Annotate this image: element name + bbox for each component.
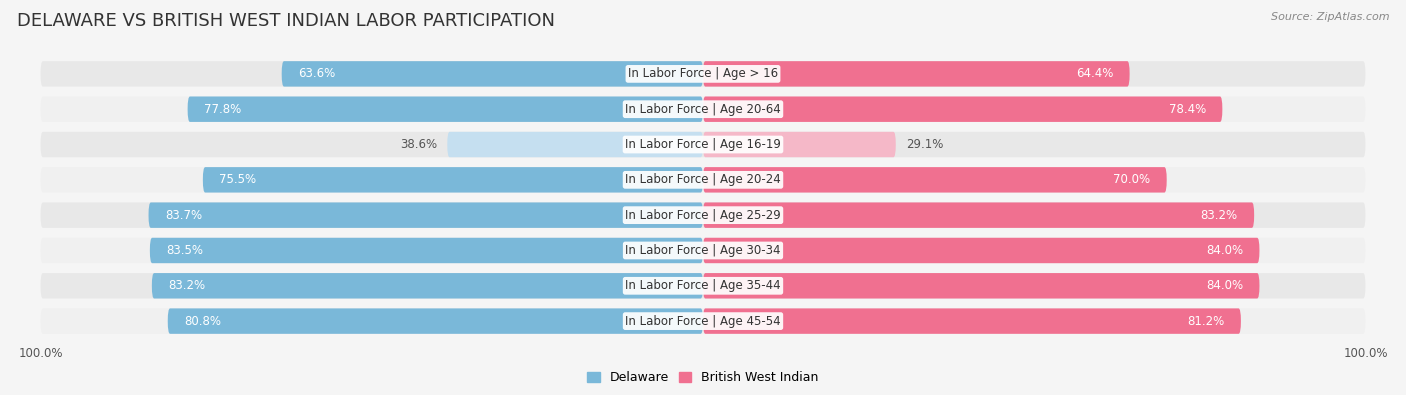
FancyBboxPatch shape bbox=[703, 273, 1260, 299]
FancyBboxPatch shape bbox=[150, 238, 703, 263]
FancyBboxPatch shape bbox=[41, 238, 1365, 263]
Text: 83.7%: 83.7% bbox=[165, 209, 202, 222]
FancyBboxPatch shape bbox=[703, 61, 1129, 87]
FancyBboxPatch shape bbox=[167, 308, 703, 334]
Text: 78.4%: 78.4% bbox=[1168, 103, 1206, 116]
Text: 83.5%: 83.5% bbox=[166, 244, 204, 257]
Text: In Labor Force | Age 20-24: In Labor Force | Age 20-24 bbox=[626, 173, 780, 186]
FancyBboxPatch shape bbox=[149, 203, 703, 228]
Text: 70.0%: 70.0% bbox=[1114, 173, 1150, 186]
FancyBboxPatch shape bbox=[447, 132, 703, 157]
FancyBboxPatch shape bbox=[41, 273, 1365, 299]
Text: In Labor Force | Age 25-29: In Labor Force | Age 25-29 bbox=[626, 209, 780, 222]
FancyBboxPatch shape bbox=[703, 167, 1167, 192]
Text: 75.5%: 75.5% bbox=[219, 173, 256, 186]
Text: 64.4%: 64.4% bbox=[1076, 68, 1114, 81]
Text: In Labor Force | Age > 16: In Labor Force | Age > 16 bbox=[628, 68, 778, 81]
FancyBboxPatch shape bbox=[703, 203, 1254, 228]
Text: In Labor Force | Age 35-44: In Labor Force | Age 35-44 bbox=[626, 279, 780, 292]
Text: 77.8%: 77.8% bbox=[204, 103, 242, 116]
Text: DELAWARE VS BRITISH WEST INDIAN LABOR PARTICIPATION: DELAWARE VS BRITISH WEST INDIAN LABOR PA… bbox=[17, 12, 555, 30]
Text: 29.1%: 29.1% bbox=[905, 138, 943, 151]
Text: 100.0%: 100.0% bbox=[1343, 346, 1388, 359]
FancyBboxPatch shape bbox=[41, 96, 1365, 122]
FancyBboxPatch shape bbox=[703, 96, 1222, 122]
FancyBboxPatch shape bbox=[187, 96, 703, 122]
Text: 38.6%: 38.6% bbox=[401, 138, 437, 151]
FancyBboxPatch shape bbox=[41, 203, 1365, 228]
FancyBboxPatch shape bbox=[703, 238, 1260, 263]
Text: In Labor Force | Age 30-34: In Labor Force | Age 30-34 bbox=[626, 244, 780, 257]
FancyBboxPatch shape bbox=[202, 167, 703, 192]
Text: In Labor Force | Age 20-64: In Labor Force | Age 20-64 bbox=[626, 103, 780, 116]
Text: In Labor Force | Age 45-54: In Labor Force | Age 45-54 bbox=[626, 314, 780, 327]
FancyBboxPatch shape bbox=[41, 308, 1365, 334]
Text: 81.2%: 81.2% bbox=[1187, 314, 1225, 327]
FancyBboxPatch shape bbox=[41, 132, 1365, 157]
Text: 100.0%: 100.0% bbox=[18, 346, 63, 359]
Text: In Labor Force | Age 16-19: In Labor Force | Age 16-19 bbox=[626, 138, 780, 151]
Text: 63.6%: 63.6% bbox=[298, 68, 336, 81]
Text: Source: ZipAtlas.com: Source: ZipAtlas.com bbox=[1271, 12, 1389, 22]
FancyBboxPatch shape bbox=[281, 61, 703, 87]
Text: 83.2%: 83.2% bbox=[169, 279, 205, 292]
FancyBboxPatch shape bbox=[41, 61, 1365, 87]
FancyBboxPatch shape bbox=[41, 167, 1365, 192]
FancyBboxPatch shape bbox=[703, 308, 1241, 334]
Text: 83.2%: 83.2% bbox=[1201, 209, 1237, 222]
Text: 84.0%: 84.0% bbox=[1206, 244, 1243, 257]
Legend: Delaware, British West Indian: Delaware, British West Indian bbox=[582, 367, 824, 389]
FancyBboxPatch shape bbox=[703, 132, 896, 157]
Text: 80.8%: 80.8% bbox=[184, 314, 221, 327]
Text: 84.0%: 84.0% bbox=[1206, 279, 1243, 292]
FancyBboxPatch shape bbox=[152, 273, 703, 299]
